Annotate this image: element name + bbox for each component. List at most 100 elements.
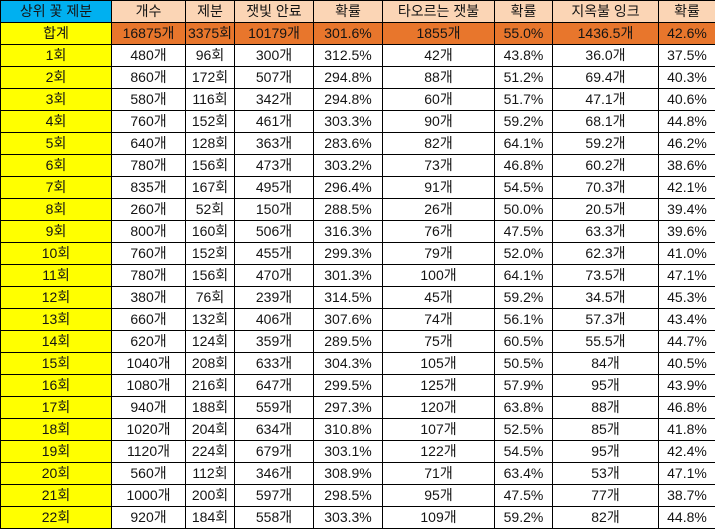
value-cell[interactable]: 45개	[382, 286, 495, 309]
value-cell[interactable]: 46.8%	[494, 154, 553, 177]
value-cell[interactable]: 60.2개	[552, 154, 659, 177]
value-cell[interactable]: 298.5%	[313, 484, 383, 507]
row-label-cell[interactable]: 4회	[0, 110, 112, 133]
value-cell[interactable]: 461개	[234, 110, 314, 133]
column-header-cell[interactable]: 잿빛 안료	[234, 0, 314, 23]
value-cell[interactable]: 208회	[185, 352, 235, 375]
value-cell[interactable]: 41.8%	[658, 418, 715, 441]
value-cell[interactable]: 55.0%	[494, 22, 553, 45]
value-cell[interactable]: 109개	[382, 506, 495, 529]
value-cell[interactable]: 43.4%	[658, 308, 715, 331]
value-cell[interactable]: 167회	[185, 176, 235, 199]
value-cell[interactable]: 53개	[552, 462, 659, 485]
value-cell[interactable]: 70.3개	[552, 176, 659, 199]
row-label-cell[interactable]: 15회	[0, 352, 112, 375]
value-cell[interactable]: 69.4개	[552, 66, 659, 89]
value-cell[interactable]: 107개	[382, 418, 495, 441]
value-cell[interactable]: 47.1%	[658, 462, 715, 485]
row-label-cell[interactable]: 1회	[0, 44, 112, 67]
value-cell[interactable]: 85개	[552, 418, 659, 441]
value-cell[interactable]: 112회	[185, 462, 235, 485]
value-cell[interactable]: 301.6%	[313, 22, 383, 45]
value-cell[interactable]: 296.4%	[313, 176, 383, 199]
value-cell[interactable]: 216회	[185, 374, 235, 397]
value-cell[interactable]: 46.2%	[658, 132, 715, 155]
value-cell[interactable]: 172회	[185, 66, 235, 89]
value-cell[interactable]: 116회	[185, 88, 235, 111]
value-cell[interactable]: 580개	[111, 88, 186, 111]
value-cell[interactable]: 55.5개	[552, 330, 659, 353]
value-cell[interactable]: 283.6%	[313, 132, 383, 155]
value-cell[interactable]: 633개	[234, 352, 314, 375]
value-cell[interactable]: 95개	[382, 484, 495, 507]
value-cell[interactable]: 860개	[111, 66, 186, 89]
value-cell[interactable]: 188회	[185, 396, 235, 419]
value-cell[interactable]: 297.3%	[313, 396, 383, 419]
row-label-cell[interactable]: 12회	[0, 286, 112, 309]
value-cell[interactable]: 41.0%	[658, 242, 715, 265]
value-cell[interactable]: 43.8%	[494, 44, 553, 67]
value-cell[interactable]: 1855개	[382, 22, 495, 45]
value-cell[interactable]: 800개	[111, 220, 186, 243]
value-cell[interactable]: 120개	[382, 396, 495, 419]
value-cell[interactable]: 152회	[185, 242, 235, 265]
value-cell[interactable]: 68.1개	[552, 110, 659, 133]
row-label-cell[interactable]: 19회	[0, 440, 112, 463]
value-cell[interactable]: 64.1%	[494, 132, 553, 155]
value-cell[interactable]: 204회	[185, 418, 235, 441]
value-cell[interactable]: 38.7%	[658, 484, 715, 507]
value-cell[interactable]: 52회	[185, 198, 235, 221]
value-cell[interactable]: 34.5개	[552, 286, 659, 309]
value-cell[interactable]: 1120개	[111, 440, 186, 463]
value-cell[interactable]: 1000개	[111, 484, 186, 507]
value-cell[interactable]: 152회	[185, 110, 235, 133]
value-cell[interactable]: 56.1%	[494, 308, 553, 331]
value-cell[interactable]: 88개	[552, 396, 659, 419]
value-cell[interactable]: 60.5%	[494, 330, 553, 353]
value-cell[interactable]: 760개	[111, 242, 186, 265]
value-cell[interactable]: 128회	[185, 132, 235, 155]
value-cell[interactable]: 342개	[234, 88, 314, 111]
value-cell[interactable]: 150개	[234, 198, 314, 221]
value-cell[interactable]: 52.5%	[494, 418, 553, 441]
value-cell[interactable]: 59.2개	[552, 132, 659, 155]
value-cell[interactable]: 473개	[234, 154, 314, 177]
value-cell[interactable]: 160회	[185, 220, 235, 243]
value-cell[interactable]: 100개	[382, 264, 495, 287]
row-label-cell[interactable]: 8회	[0, 198, 112, 221]
corner-header-cell[interactable]: 상위 꽃 제분	[0, 0, 112, 23]
row-label-cell[interactable]: 합계	[0, 22, 112, 45]
value-cell[interactable]: 79개	[382, 242, 495, 265]
value-cell[interactable]: 303.3%	[313, 110, 383, 133]
value-cell[interactable]: 299.3%	[313, 242, 383, 265]
value-cell[interactable]: 63.8%	[494, 396, 553, 419]
value-cell[interactable]: 96회	[185, 44, 235, 67]
value-cell[interactable]: 50.0%	[494, 198, 553, 221]
value-cell[interactable]: 940개	[111, 396, 186, 419]
value-cell[interactable]: 156회	[185, 154, 235, 177]
value-cell[interactable]: 780개	[111, 264, 186, 287]
value-cell[interactable]: 54.5%	[494, 176, 553, 199]
value-cell[interactable]: 20.5개	[552, 198, 659, 221]
value-cell[interactable]: 38.6%	[658, 154, 715, 177]
row-label-cell[interactable]: 18회	[0, 418, 112, 441]
value-cell[interactable]: 60개	[382, 88, 495, 111]
value-cell[interactable]: 44.8%	[658, 110, 715, 133]
value-cell[interactable]: 37.5%	[658, 44, 715, 67]
row-label-cell[interactable]: 14회	[0, 330, 112, 353]
value-cell[interactable]: 310.8%	[313, 418, 383, 441]
value-cell[interactable]: 73.5개	[552, 264, 659, 287]
value-cell[interactable]: 51.2%	[494, 66, 553, 89]
value-cell[interactable]: 1080개	[111, 374, 186, 397]
value-cell[interactable]: 73개	[382, 154, 495, 177]
value-cell[interactable]: 59.2%	[494, 506, 553, 529]
row-label-cell[interactable]: 7회	[0, 176, 112, 199]
value-cell[interactable]: 640개	[111, 132, 186, 155]
value-cell[interactable]: 470개	[234, 264, 314, 287]
value-cell[interactable]: 299.5%	[313, 374, 383, 397]
value-cell[interactable]: 45.3%	[658, 286, 715, 309]
value-cell[interactable]: 301.3%	[313, 264, 383, 287]
row-label-cell[interactable]: 9회	[0, 220, 112, 243]
value-cell[interactable]: 184회	[185, 506, 235, 529]
value-cell[interactable]: 363개	[234, 132, 314, 155]
